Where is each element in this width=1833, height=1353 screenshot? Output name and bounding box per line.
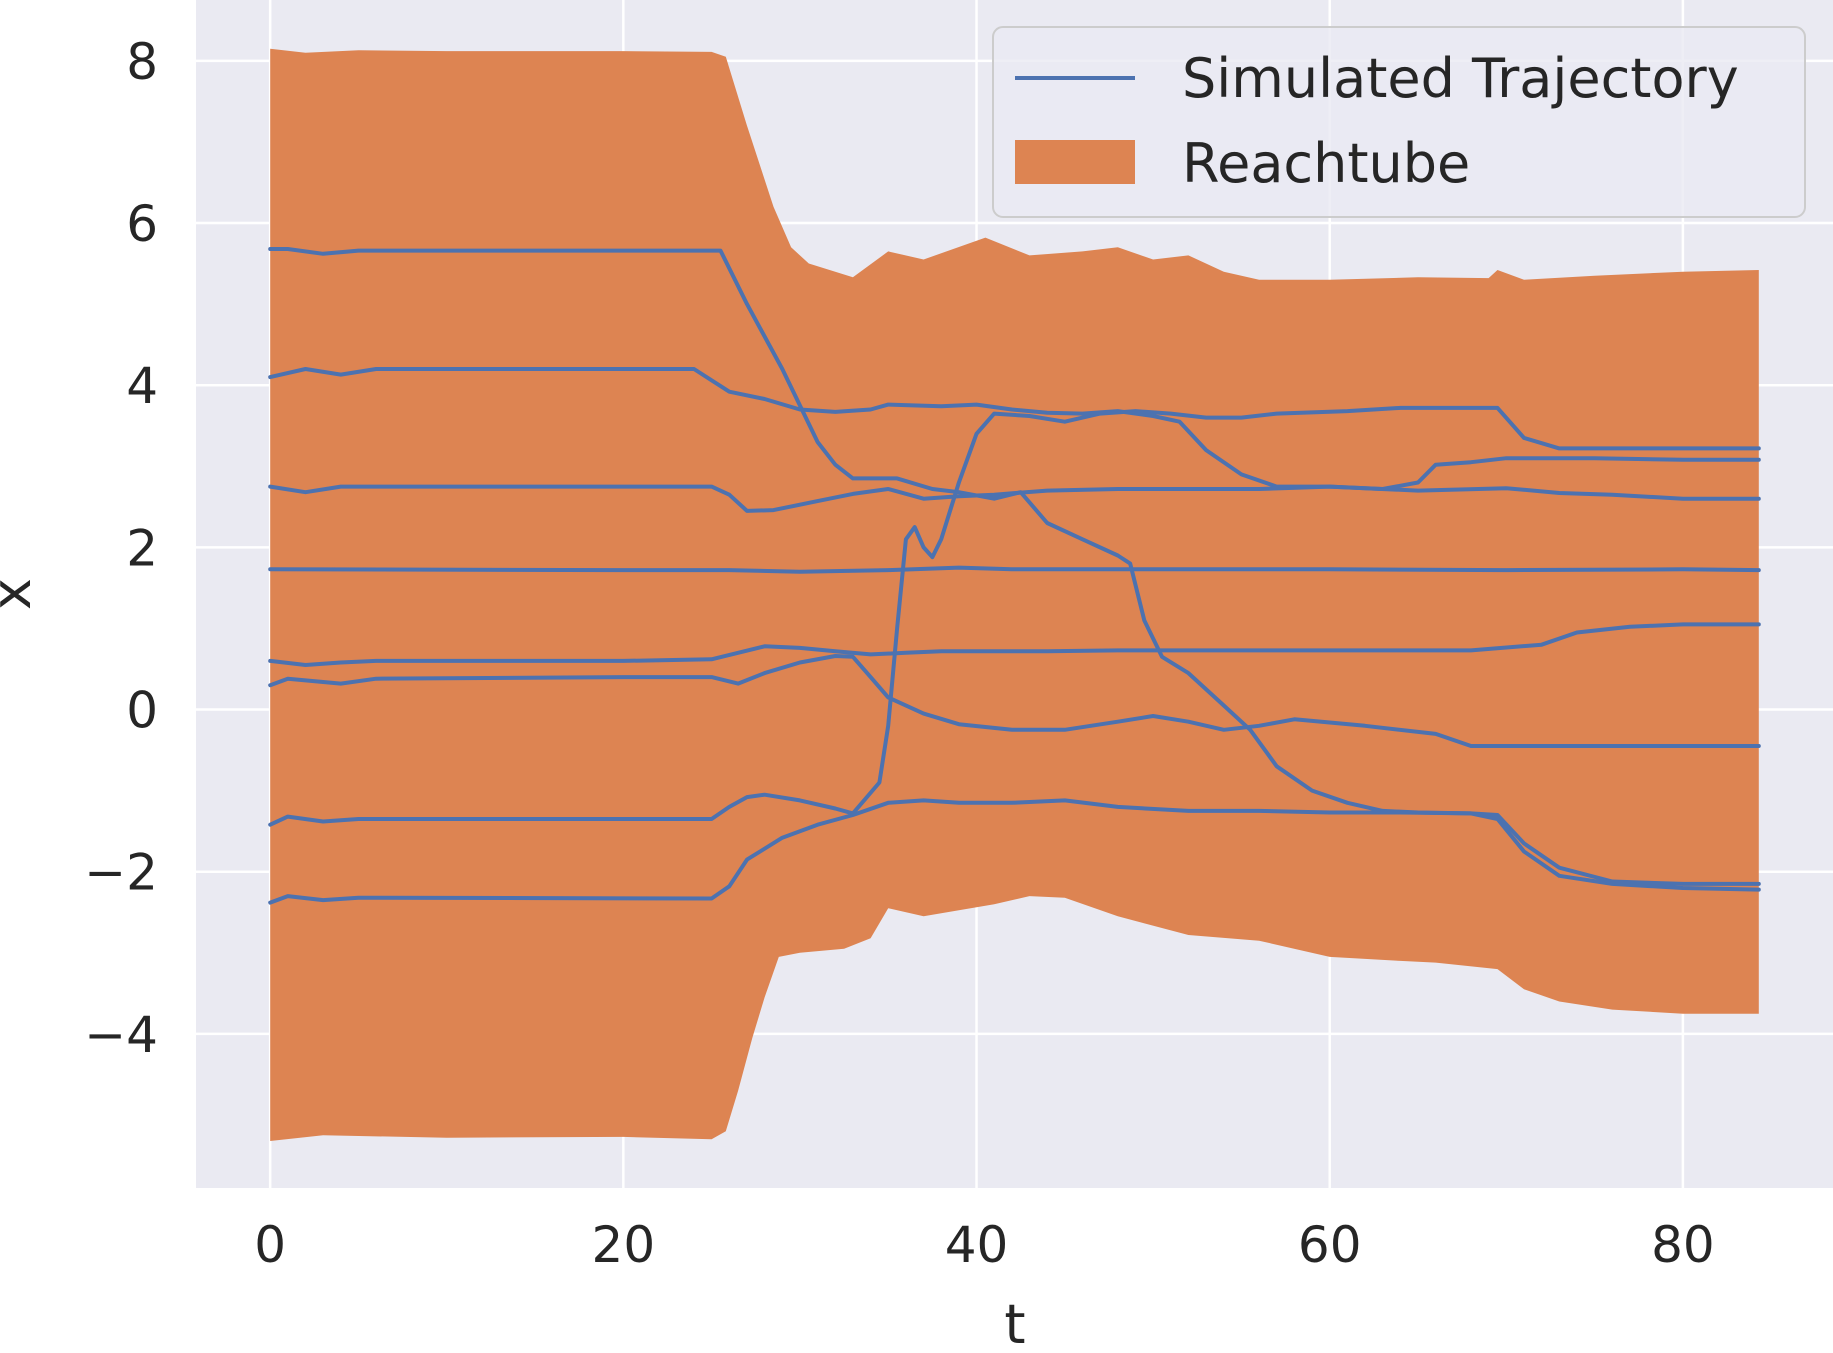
x-tick-label: 60 (1298, 1216, 1362, 1274)
legend-patch-swatch (1015, 140, 1135, 184)
x-tick-label: 80 (1651, 1216, 1715, 1274)
trajectory-layer (268, 247, 1761, 905)
legend: Simulated Trajectory Reachtube (992, 26, 1806, 218)
reachtube-area (270, 48, 1759, 1142)
y-tick-labels: 8 6 4 2 0 −2 −4 (84, 33, 158, 1064)
trajectory-line-5 (268, 622, 1761, 667)
x-tick-label: 40 (945, 1216, 1009, 1274)
y-tick-label: 0 (126, 682, 158, 740)
trajectory-line-6 (268, 654, 1761, 748)
x-tick-labels: 0 20 40 60 80 (254, 1216, 1714, 1274)
x-tick-label: 0 (254, 1216, 286, 1274)
y-tick-label: −2 (84, 844, 158, 902)
trajectory-line-3 (268, 484, 1761, 513)
y-tick-label: 2 (126, 519, 158, 577)
trajectory-line-4 (268, 565, 1761, 574)
trajectory-line-7 (268, 405, 1761, 827)
reachtube-layer (270, 48, 1759, 1142)
y-tick-label: −4 (84, 1006, 158, 1064)
trajectory-line-2 (268, 367, 1761, 491)
x-axis-label: t (1004, 1293, 1025, 1353)
legend-box (992, 26, 1806, 218)
trajectory-line-8 (268, 798, 1761, 905)
legend-label-trajectory: Simulated Trajectory (1182, 47, 1739, 110)
x-tick-label: 20 (592, 1216, 656, 1274)
y-tick-label: 4 (126, 357, 158, 415)
legend-label-reachtube: Reachtube (1182, 132, 1470, 195)
y-tick-label: 6 (126, 195, 158, 253)
y-tick-label: 8 (126, 33, 158, 91)
y-axis-label: x (0, 578, 43, 610)
